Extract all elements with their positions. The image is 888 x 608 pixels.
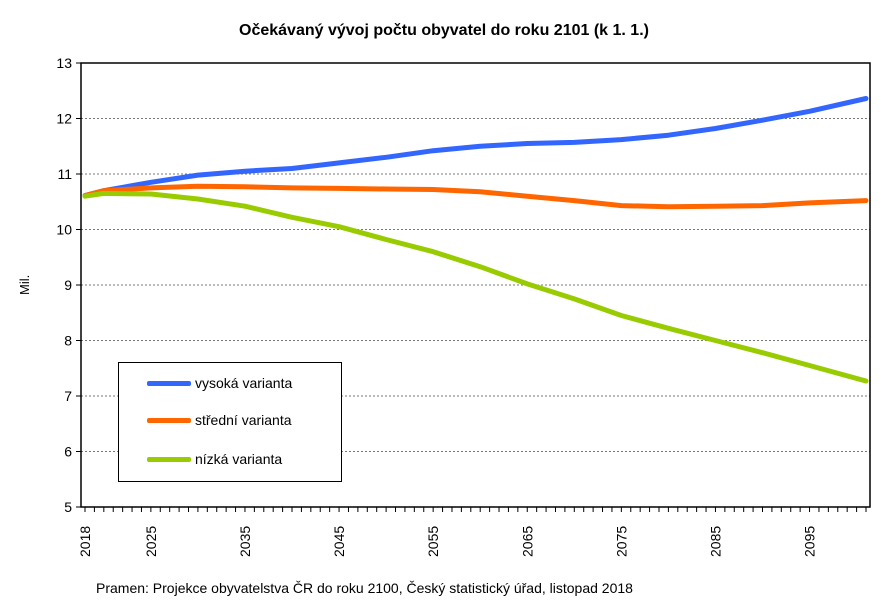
x-tick-label: 2055	[425, 526, 441, 557]
x-tick-label: 2045	[331, 526, 347, 557]
y-tick-label: 13	[56, 55, 72, 71]
legend-item-medium: střední varianta	[147, 410, 292, 430]
legend-swatch-high	[147, 380, 191, 386]
plot-area	[80, 62, 871, 508]
y-tick-label: 12	[56, 111, 72, 127]
x-tick-label: 2085	[707, 526, 723, 557]
legend-label-high: vysoká varianta	[195, 375, 293, 391]
series-line-0	[82, 96, 869, 199]
legend-label-low: nízká varianta	[195, 451, 283, 467]
y-tick-label: 7	[64, 388, 72, 404]
legend: vysoká varianta střední varianta nízká v…	[118, 362, 342, 482]
series-line-1	[82, 183, 869, 210]
source-note: Pramen: Projekce obyvatelstva ČR do roku…	[96, 580, 633, 596]
x-tick-label: 2018	[77, 526, 93, 557]
y-tick-label: 8	[64, 333, 72, 349]
legend-item-low: nízká varianta	[147, 449, 282, 469]
y-axis-label: Mil.	[17, 275, 32, 295]
legend-swatch-medium	[147, 417, 191, 423]
y-tick-label: 11	[57, 166, 72, 182]
series-line-2	[82, 190, 869, 384]
x-tick-label: 2065	[519, 526, 535, 557]
legend-swatch-low	[147, 456, 191, 462]
y-tick-label: 6	[64, 444, 72, 460]
legend-label-medium: střední varianta	[195, 412, 292, 428]
x-tick-label: 2075	[613, 526, 629, 557]
chart-title: Očekávaný vývoj počtu obyvatel do roku 2…	[239, 22, 649, 39]
y-tick-label: 9	[64, 277, 72, 293]
x-tick-label: 2035	[237, 526, 253, 557]
x-tick-label: 2025	[143, 526, 159, 557]
x-tick-label: 2095	[802, 526, 818, 557]
y-tick-label: 10	[56, 222, 72, 238]
legend-item-high: vysoká varianta	[147, 373, 292, 393]
y-tick-label: 5	[64, 499, 72, 515]
